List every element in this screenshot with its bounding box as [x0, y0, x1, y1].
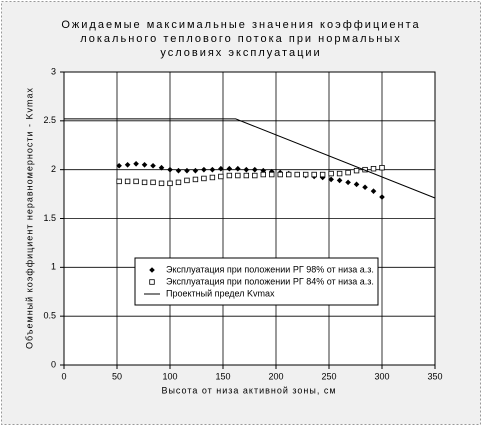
diamond-point [133, 161, 139, 167]
square-point [379, 165, 385, 171]
square-point [370, 165, 377, 172]
x-tick-label: 200 [268, 371, 283, 381]
y-tick-label: 0 [51, 359, 56, 369]
diamond-point [167, 166, 173, 173]
square-point [175, 179, 182, 186]
square-point [124, 178, 131, 185]
diamond-point [201, 166, 207, 173]
diamond-point [192, 167, 199, 174]
square-point [201, 175, 207, 182]
square-point [218, 173, 224, 180]
diamond-point [260, 167, 267, 174]
square-point [302, 171, 309, 178]
diamond-point [370, 188, 377, 194]
square-point [336, 170, 343, 177]
diamond-point [319, 174, 326, 181]
diamond-point [149, 267, 155, 273]
legend-label: Эксплуатация при положении РГ 84% от низ… [166, 276, 374, 286]
legend-label: Проектный предел Kvmax [166, 288, 275, 298]
square-point [269, 171, 275, 178]
square-point [209, 174, 216, 181]
square-point [158, 180, 165, 187]
square-point [133, 178, 139, 185]
x-tick-label: 250 [321, 371, 336, 381]
x-tick-label: 0 [61, 371, 66, 381]
y-tick-label: 0.5 [43, 311, 56, 321]
diamond-point [124, 161, 131, 168]
diamond-point [218, 165, 224, 172]
square-point [311, 171, 317, 178]
diamond-point [175, 167, 182, 174]
diamond-point [268, 168, 275, 175]
square-point [345, 169, 351, 176]
x-tick-label: 100 [162, 371, 177, 381]
square-point [286, 171, 292, 178]
diamond-point [353, 181, 360, 188]
square-point [150, 179, 156, 186]
square-point [294, 171, 300, 178]
square-point [149, 279, 155, 285]
square-point [319, 171, 326, 178]
y-tick-label: 1 [51, 262, 56, 272]
square-point [328, 170, 334, 177]
square-point [116, 178, 122, 185]
diamond-point [226, 165, 233, 172]
x-tick-label: 300 [374, 371, 389, 381]
legend [134, 257, 379, 306]
diamond-point [328, 176, 334, 183]
y-axis-title: Объемный коэффициент неравномерности - K… [24, 87, 34, 349]
diamond-point [158, 164, 165, 171]
y-tick-label: 2.5 [43, 115, 56, 125]
chart-title: условиях эксплуатации [160, 47, 321, 59]
diamond-point [362, 184, 368, 191]
y-tick-label: 3 [51, 66, 56, 76]
square-point [184, 177, 190, 184]
diamond-point [184, 167, 190, 174]
x-tick-label: 150 [215, 371, 230, 381]
square-point [235, 172, 241, 179]
diamond-point [336, 177, 343, 184]
diamond-point [252, 166, 258, 173]
diamond-point [345, 179, 351, 186]
limit-line [64, 118, 436, 199]
square-point [277, 171, 283, 178]
legend-label: Эксплуатация при положении РГ 98% от низ… [166, 264, 374, 274]
x-tick-label: 350 [427, 371, 442, 381]
square-point [226, 172, 233, 179]
y-tick-label: 1.5 [43, 213, 56, 223]
y-tick-label: 2 [51, 164, 56, 174]
x-axis-title: Высота от низа активной зоны, см [161, 385, 336, 395]
chart-title: локального теплового потока при нормальн… [80, 33, 402, 45]
square-point [260, 171, 266, 178]
diamond-point [150, 162, 156, 169]
diamond-point [209, 166, 216, 173]
square-point [243, 172, 250, 179]
square-point [167, 180, 173, 187]
diamond-point [141, 161, 148, 168]
diamond-point [116, 162, 122, 169]
chart-title: Ожидаемые максимальные значения коэффици… [61, 19, 420, 31]
square-point [141, 179, 148, 186]
diamond-point [379, 194, 385, 200]
square-point [192, 176, 199, 183]
diamond-point [235, 165, 241, 172]
x-tick-label: 50 [112, 371, 122, 381]
diamond-point [243, 166, 250, 173]
square-point [353, 167, 360, 174]
square-point [252, 172, 258, 179]
